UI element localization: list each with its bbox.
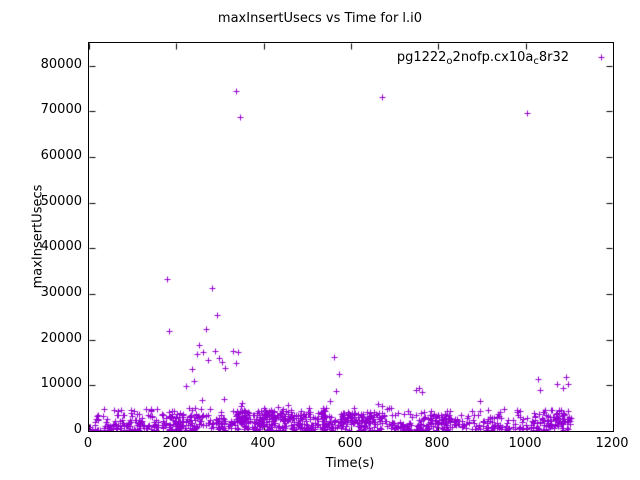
y-tick-label: 10000 [40, 376, 82, 391]
plot-area: pg1222o2nofp.cx10ac8r32 [88, 42, 614, 432]
x-tick-label: 200 [162, 436, 188, 451]
legend-label: pg1222o2nofp.cx10ac8r32 [396, 50, 569, 67]
y-tick-label: 40000 [40, 239, 82, 254]
y-tick-label: 70000 [40, 102, 82, 117]
x-tick-label: 1200 [595, 436, 629, 451]
y-tick-label: 30000 [40, 285, 82, 300]
x-tick-label: 0 [83, 436, 93, 451]
scatter-canvas [89, 43, 613, 431]
y-tick-label: 0 [73, 422, 82, 437]
y-tick-label: 20000 [40, 331, 82, 346]
x-tick-label: 800 [424, 436, 450, 451]
x-axis-label: Time(s) [325, 456, 375, 471]
y-tick-label: 80000 [40, 57, 82, 72]
y-axis-label: maxInsertUsecs [30, 184, 46, 289]
x-tick-label: 1000 [508, 436, 542, 451]
legend: pg1222o2nofp.cx10ac8r32 [397, 50, 569, 67]
x-tick-label: 600 [337, 436, 363, 451]
y-tick-label: 50000 [40, 194, 82, 209]
y-tick-label: 60000 [40, 148, 82, 163]
x-tick-label: 400 [250, 436, 276, 451]
chart-title: maxInsertUsecs vs Time for l.i0 [217, 11, 423, 26]
